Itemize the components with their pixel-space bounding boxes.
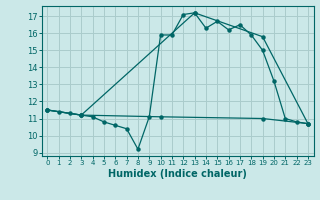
X-axis label: Humidex (Indice chaleur): Humidex (Indice chaleur) [108,169,247,179]
